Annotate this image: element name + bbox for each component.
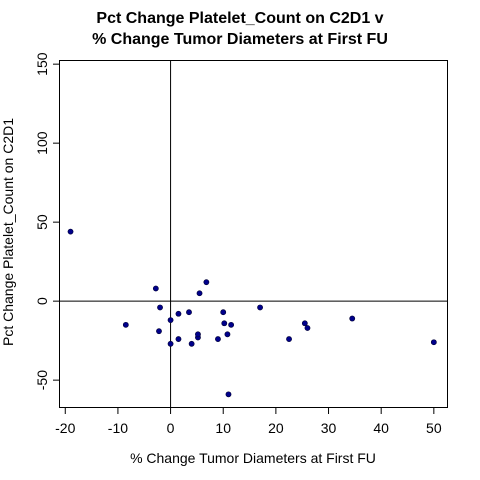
data-point (286, 336, 292, 342)
x-tick-label: 40 (373, 420, 389, 436)
data-point (186, 309, 192, 316)
data-point (257, 304, 263, 311)
chart-title: Pct Change Platelet_Count on C2D1 v (96, 10, 384, 27)
x-tick-label: -20 (55, 420, 75, 436)
data-point (188, 340, 195, 347)
x-axis: -20 -10 0 10 20 30 40 50 (55, 407, 442, 436)
data-point (224, 331, 231, 338)
x-tick-label: 30 (321, 420, 337, 436)
data-point (195, 331, 201, 338)
y-axis: -50 0 50 100 150 (34, 52, 60, 390)
y-tick-label: -50 (34, 370, 50, 390)
x-tick-label: 0 (167, 420, 175, 436)
data-point (196, 290, 203, 297)
data-point (156, 328, 162, 335)
data-point (430, 339, 437, 346)
y-tick-label: 100 (34, 131, 50, 155)
x-tick-label: -10 (108, 420, 128, 436)
data-point (228, 321, 235, 328)
data-point (175, 336, 182, 342)
data-point (225, 391, 232, 398)
data-point (215, 336, 221, 342)
data-point (67, 228, 74, 235)
data-point (304, 325, 311, 331)
data-point (220, 309, 227, 316)
data-point (301, 320, 308, 327)
y-tick-label: 150 (34, 52, 50, 76)
data-point (203, 279, 210, 286)
x-tick-label: 10 (215, 420, 231, 436)
y-axis-label: Pct Change Platelet_Count on C2D1 (0, 118, 16, 346)
data-point (221, 320, 228, 327)
data-point (167, 340, 174, 347)
y-tick-label: 50 (34, 214, 50, 230)
data-point (157, 304, 163, 311)
data-point (349, 315, 356, 322)
data-point (175, 310, 182, 317)
y-tick-label: 0 (34, 297, 50, 305)
data-point (167, 317, 174, 324)
reference-lines (60, 61, 447, 407)
x-tick-label: 20 (268, 420, 284, 436)
x-tick-label: 50 (426, 420, 442, 436)
data-point (122, 321, 129, 328)
plot-frame (59, 60, 448, 408)
x-axis-label: % Change Tumor Diameters at First FU (130, 450, 376, 466)
data-points (67, 228, 437, 398)
chart-subtitle: % Change Tumor Diameters at First FU (92, 31, 388, 48)
data-point (152, 285, 159, 292)
